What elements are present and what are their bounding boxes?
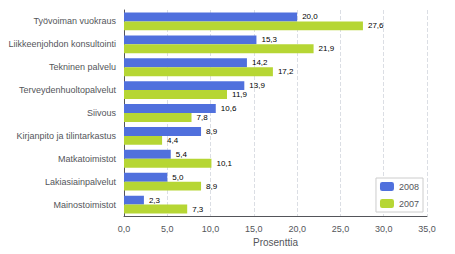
svg-text:35,0: 35,0 — [418, 224, 436, 234]
svg-text:7,8: 7,8 — [197, 113, 209, 122]
svg-text:13,9: 13,9 — [249, 81, 265, 90]
svg-text:Työvoiman vuokraus: Työvoiman vuokraus — [33, 16, 116, 26]
svg-text:10,6: 10,6 — [221, 104, 237, 113]
svg-text:20,0: 20,0 — [302, 12, 318, 21]
svg-text:17,2: 17,2 — [278, 67, 294, 76]
svg-text:30,0: 30,0 — [375, 224, 393, 234]
svg-text:10,0: 10,0 — [202, 224, 220, 234]
svg-text:14,2: 14,2 — [252, 58, 268, 67]
svg-text:25,0: 25,0 — [332, 224, 350, 234]
svg-text:11,9: 11,9 — [232, 90, 248, 99]
svg-text:Tekninen palvelu: Tekninen palvelu — [49, 62, 116, 72]
svg-text:0,0: 0,0 — [118, 224, 131, 234]
svg-text:2008: 2008 — [399, 182, 419, 192]
svg-text:Siivous: Siivous — [87, 108, 117, 118]
svg-text:7,3: 7,3 — [192, 205, 204, 214]
svg-text:10,1: 10,1 — [216, 159, 232, 168]
svg-text:21,9: 21,9 — [319, 44, 335, 53]
svg-text:4,4: 4,4 — [167, 136, 179, 145]
svg-text:8,9: 8,9 — [206, 127, 218, 136]
svg-text:8,9: 8,9 — [206, 182, 218, 191]
svg-text:Kirjanpito ja tilintarkastus: Kirjanpito ja tilintarkastus — [16, 131, 116, 141]
svg-text:20,0: 20,0 — [288, 224, 306, 234]
svg-text:Lakiasiainpalvelut: Lakiasiainpalvelut — [45, 177, 117, 187]
svg-text:2,3: 2,3 — [149, 196, 161, 205]
svg-text:15,0: 15,0 — [245, 224, 263, 234]
svg-text:2007: 2007 — [399, 199, 419, 209]
svg-text:5,4: 5,4 — [176, 150, 188, 159]
svg-text:Liikkeenjohdon konsultointi: Liikkeenjohdon konsultointi — [8, 39, 116, 49]
svg-text:5,0: 5,0 — [161, 224, 174, 234]
svg-text:15,3: 15,3 — [261, 35, 277, 44]
svg-text:27,6: 27,6 — [368, 21, 384, 30]
svg-text:Matkatoimistot: Matkatoimistot — [58, 154, 117, 164]
svg-text:Terveydenhuoltopalvelut: Terveydenhuoltopalvelut — [19, 85, 117, 95]
svg-text:Mainostoimistot: Mainostoimistot — [53, 200, 116, 210]
svg-text:Prosenttia: Prosenttia — [253, 237, 298, 248]
svg-text:5,0: 5,0 — [172, 173, 184, 182]
